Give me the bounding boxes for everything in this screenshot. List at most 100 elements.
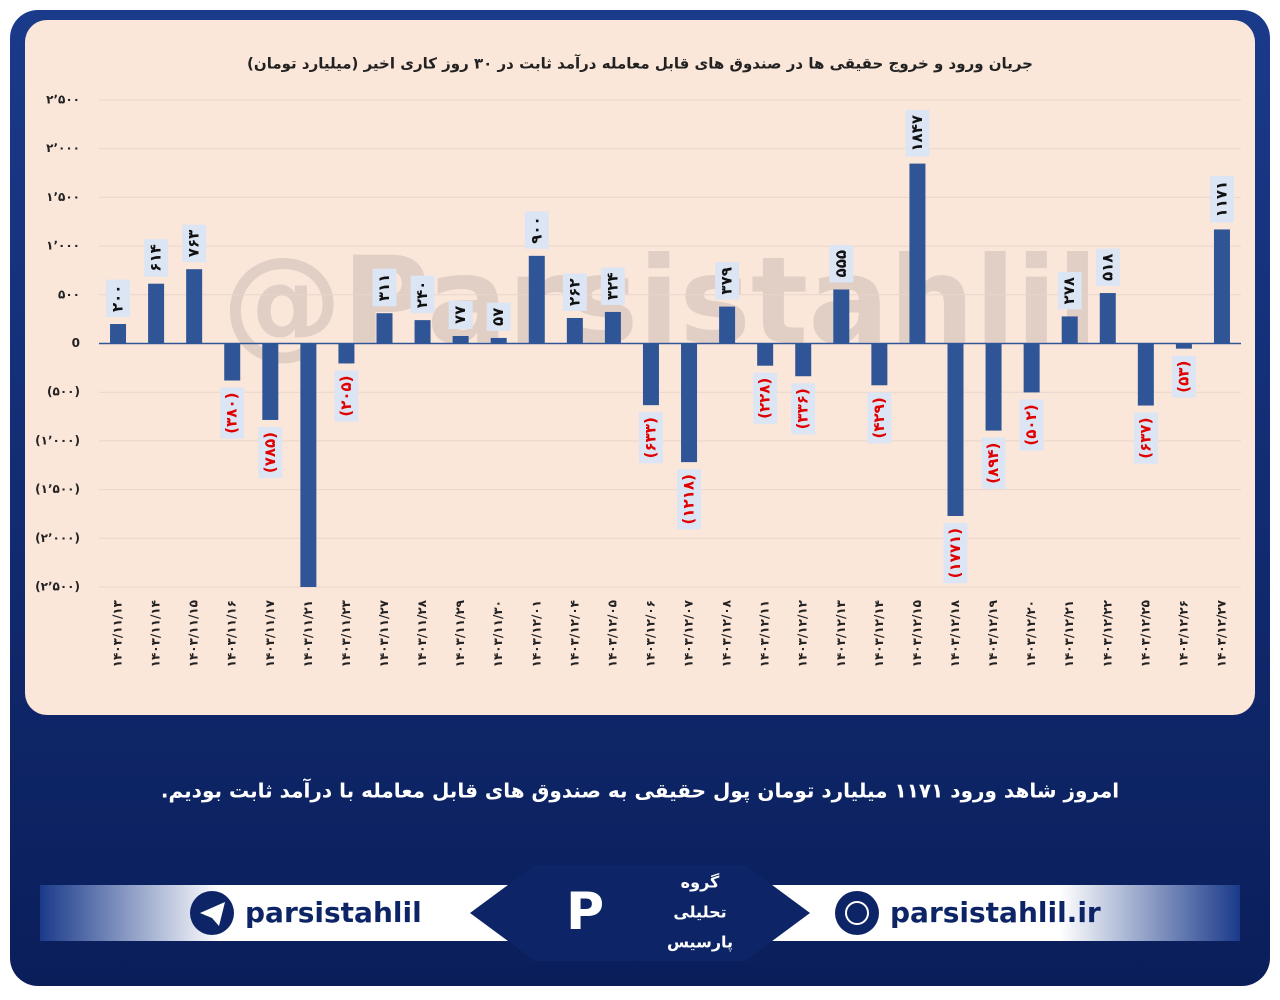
value-label: ۲۶۲ [565,279,583,306]
bar [947,343,964,516]
value-label-box [715,262,740,300]
x-tick-label: ۱۴۰۳/۱۲/۲۷ [1214,599,1228,667]
value-label-box [1019,399,1044,451]
bar [719,306,736,344]
x-tick-label: ۱۴۰۳/۱۲/۱۵ [910,600,924,667]
x-tick-label: ۱۴۰۳/۱۲/۰۱ [529,600,543,667]
logo-text: تحلیلی [673,903,726,922]
bar [1099,293,1116,344]
value-label-box [486,302,511,331]
y-tick-label: (۵۰۰) [47,385,80,399]
value-label: (۵۳) [1174,361,1192,393]
x-tick-label: ۱۴۰۳/۱۱/۲۹ [453,599,467,667]
bar [1213,229,1230,344]
value-label: (۳۸۰) [223,393,241,434]
x-tick-label: ۱۴۰۳/۱۲/۱۲ [796,599,810,667]
value-label-box [1171,355,1196,398]
bar [376,313,393,344]
value-label-box [600,267,625,305]
value-label-box [677,469,702,530]
bar [452,336,469,344]
bar [224,343,241,381]
value-label-box [562,273,587,311]
website: parsistahlil.ir [890,896,1101,929]
y-tick-label: ۱٬۰۰۰ [46,239,80,253]
y-tick-label: (۲٬۰۰۰) [35,531,80,545]
value-label-box [943,522,968,584]
value-label: (۱۷۷۱) [946,528,964,578]
bar [1023,343,1040,393]
bar [186,269,203,344]
chart-title: جریان ورود و خروج حقیقی ها در صندوق های … [247,55,1033,73]
bar [681,343,698,463]
value-label-box [448,300,473,330]
value-label: ۲۴۰ [413,281,431,308]
x-tick-label: ۱۴۰۳/۱۱/۲۸ [415,599,429,667]
y-tick-label: ۱٬۵۰۰ [46,190,80,204]
value-label-box [1095,248,1120,287]
logo-badge [470,865,810,961]
value-label-box [867,392,892,444]
bar [871,343,888,386]
x-tick-label: ۱۴۰۳/۱۲/۱۴ [872,600,886,667]
bar [338,343,355,364]
bar [1137,343,1154,406]
x-tick-label: ۱۴۰۳/۱۲/۰۴ [567,600,581,667]
bar [148,283,165,344]
logo-mark: P [566,882,604,942]
bar [300,343,317,587]
x-tick-label: ۱۴۰۳/۱۲/۰۶ [643,600,657,667]
x-tick-label: ۱۴۰۳/۱۲/۲۱ [1062,600,1076,667]
x-tick-label: ۱۴۰۳/۱۲/۱۳ [834,599,848,667]
y-tick-label: (۱٬۰۰۰) [35,433,80,447]
y-tick-label: (۲٬۵۰۰) [35,580,80,594]
value-label-box [220,387,245,439]
bar [642,343,659,406]
value-label-box [372,268,397,307]
x-tick-label: ۱۴۰۳/۱۲/۲۵ [1138,600,1152,667]
value-label-box [182,224,207,263]
value-label: (۲۰۵) [337,375,355,416]
bar [490,337,507,344]
value-label: ۵۷ [489,308,507,326]
value-label-box [1133,412,1158,464]
web-icon [835,891,879,935]
value-label: ۱۱۷۱ [1212,181,1230,218]
bar [1175,343,1192,349]
value-label-box [981,437,1006,489]
x-tick-label: ۱۴۰۳/۱۱/۳۰ [491,600,505,667]
x-tick-label: ۱۴۰۳/۱۲/۰۷ [682,599,696,667]
x-tick-label: ۱۴۰۳/۱۲/۰۵ [605,600,619,667]
x-tick-label: ۱۴۰۳/۱۱/۲۷ [377,599,391,667]
x-tick-label: ۱۴۰۳/۱۱/۱۶ [225,600,239,667]
value-label: ۳۷۹ [718,267,736,294]
value-label-box [753,372,778,424]
x-tick-label: ۱۴۰۳/۱۱/۱۷ [263,599,277,667]
value-label: ۹۰۰ [527,216,545,243]
value-label: (۳۳۶) [794,388,812,429]
x-tick-label: ۱۴۰۳/۱۲/۲۲ [1100,599,1114,667]
x-tick-label: ۱۴۰۳/۱۱/۱۴ [149,600,163,667]
x-tick-label: ۱۴۰۳/۱۲/۱۱ [758,600,772,667]
value-label: ۲۷۸ [1060,277,1078,304]
y-tick-label: ۲٬۰۰۰ [46,141,80,155]
bar [414,320,431,344]
y-tick-label: (۱٬۵۰۰) [35,482,80,496]
caption: امروز شاهد ورود ۱۱۷۱ میلیارد تومان پول ح… [161,778,1119,804]
bar [909,163,926,344]
value-label: (۶۳۳) [641,417,659,458]
value-label: ۲۰۰ [109,285,127,312]
x-tick-label: ۱۴۰۳/۱۲/۲۰ [1024,600,1038,667]
x-tick-label: ۱۴۰۳/۱۲/۱۹ [986,599,1000,667]
value-label: (۱۲۱۸) [680,474,698,524]
value-label-box [1057,271,1082,310]
value-label: (۸۹۴) [984,443,1002,484]
value-label-box [524,211,549,249]
bar [262,343,279,420]
value-label-box [829,244,854,283]
bar [757,343,774,366]
value-label: (۴۲۹) [870,397,888,438]
value-label-box [638,412,663,464]
value-label: ۵۵۵ [832,250,850,277]
